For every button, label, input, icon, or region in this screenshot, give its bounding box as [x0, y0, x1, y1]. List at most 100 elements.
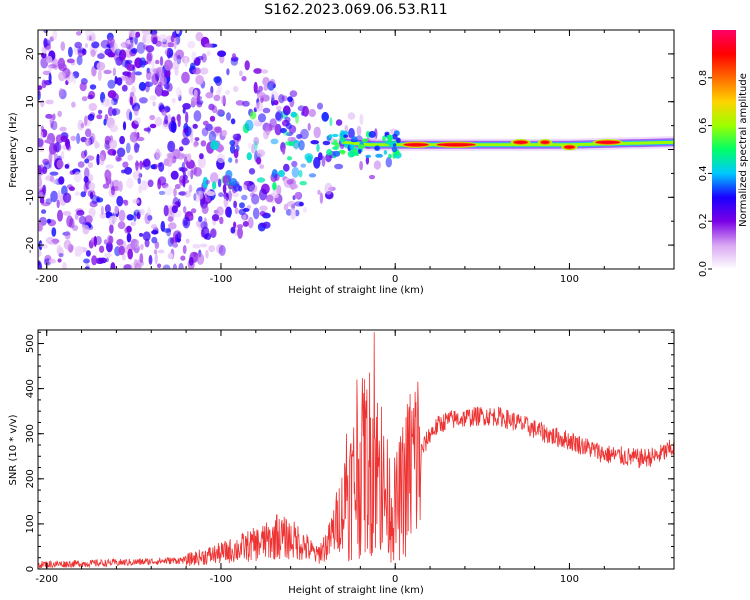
spectrum-blob — [132, 198, 140, 204]
snr-series-line — [38, 332, 674, 569]
spectrum-blob — [177, 198, 181, 207]
spectrum-blob — [144, 212, 151, 225]
spectrum-blob — [175, 49, 185, 60]
spectrum-blob — [109, 223, 114, 234]
spectrum-blob — [115, 56, 123, 66]
spectrum-blob — [45, 198, 53, 205]
spectrum-blob — [239, 70, 243, 77]
spectrum-blob — [197, 156, 206, 168]
spectrum-blob — [154, 241, 160, 249]
spectrum-blob — [147, 214, 153, 221]
spectrum-blob — [121, 169, 126, 174]
spectrum-blob — [119, 135, 125, 145]
spectrum-blob — [122, 121, 127, 131]
spectrum-blob — [184, 190, 191, 198]
spectrum-hotspot — [540, 140, 550, 144]
spectrum-blob — [151, 230, 159, 235]
spectrum-blob — [114, 48, 122, 56]
spectrum-blob — [41, 202, 51, 207]
spectrum-blob — [331, 133, 339, 138]
colorbar-label: Normalized spectral amplitude — [738, 73, 749, 227]
spectrum-blob — [298, 140, 305, 151]
spectrum-blob — [243, 180, 251, 191]
spectrum-blob — [277, 170, 285, 178]
spectrum-blob — [368, 130, 376, 138]
spectrum-blob — [134, 262, 142, 269]
spectrum-blob — [221, 129, 228, 137]
spectrum-blob — [235, 158, 238, 164]
spectrum-xtick-label: 0 — [392, 274, 398, 285]
spectrum-blob — [193, 141, 199, 147]
spectrum-blob — [121, 253, 126, 261]
spectrum-blob — [227, 190, 232, 202]
spectrum-blob — [256, 177, 266, 183]
snr-xtick-label: -200 — [35, 574, 58, 585]
spectrum-blob — [272, 182, 277, 191]
spectrum-blob — [134, 117, 141, 125]
spectrum-blob — [111, 185, 115, 196]
spectrum-blob — [290, 207, 297, 220]
spectrum-blob — [253, 68, 263, 74]
spectrum-blob — [154, 253, 158, 265]
spectrum-blob — [181, 71, 190, 84]
colorbar-tick-label: 0.0 — [698, 261, 709, 277]
snr-ylabel: SNR (10 * v/v) — [8, 414, 19, 485]
spectrum-blob — [226, 68, 230, 76]
spectrum-blob — [279, 127, 287, 134]
spectrum-blob — [361, 138, 369, 143]
spectrum-blob — [57, 110, 62, 118]
spectrum-blob — [230, 118, 236, 125]
snr-frame — [37, 329, 675, 570]
spectrum-blob — [254, 140, 258, 151]
spectrum-blob — [246, 204, 252, 210]
spectrum-blob — [143, 30, 149, 38]
spectrum-blob — [284, 116, 291, 123]
spectrum-blob — [192, 243, 201, 249]
colorbar-tick-label: 0.2 — [698, 213, 709, 229]
spectrum-blob — [151, 224, 158, 230]
spectrum-blob — [104, 140, 111, 151]
spectrum-blob — [100, 91, 106, 103]
spectrum-blob — [313, 156, 321, 169]
spectrum-blob — [225, 89, 231, 95]
colorbar-tick-label: 0.8 — [698, 70, 709, 86]
spectrum-blob — [223, 196, 229, 209]
spectrum-blob — [176, 54, 182, 65]
spectrum-blob — [84, 137, 91, 147]
spectrum-blob — [181, 137, 190, 146]
spectrum-blob — [166, 42, 175, 48]
spectrum-blob — [112, 67, 116, 77]
spectrum-blob — [97, 109, 103, 115]
spectrum-blob — [116, 238, 124, 246]
spectrum-blob — [343, 134, 349, 138]
spectrum-blob — [217, 50, 227, 57]
spectrum-blob — [88, 173, 94, 182]
spectrum-blob — [387, 134, 394, 142]
spectrum-blob — [76, 55, 83, 66]
spectrum-blob — [208, 130, 217, 143]
spectrum-blob — [253, 81, 258, 94]
spectrum-blob — [88, 207, 96, 218]
spectrum-blob — [247, 142, 252, 149]
spectrum-blob — [38, 262, 43, 269]
spectrum-blob — [64, 230, 71, 240]
spectrum-blob — [138, 173, 143, 178]
spectrum-blob — [242, 214, 247, 223]
spectrum-blob — [324, 182, 333, 195]
spectrum-blob — [115, 155, 121, 162]
spectrum-blob — [142, 231, 151, 241]
spectrum-blob — [210, 228, 217, 239]
spectrum-blob — [58, 71, 66, 82]
spectrum-blob — [158, 34, 168, 42]
spectrum-blob — [174, 66, 179, 76]
spectrum-blob — [48, 64, 57, 69]
spectrum-blob — [52, 179, 57, 184]
spectrum-blob — [239, 202, 245, 209]
spectrum-blob — [237, 227, 244, 239]
spectrum-blob — [108, 215, 116, 226]
spectrum-blob — [58, 89, 67, 100]
spectrum-blob — [375, 153, 383, 158]
spectrum-blob — [94, 140, 99, 149]
spectrum-blob — [232, 133, 242, 141]
